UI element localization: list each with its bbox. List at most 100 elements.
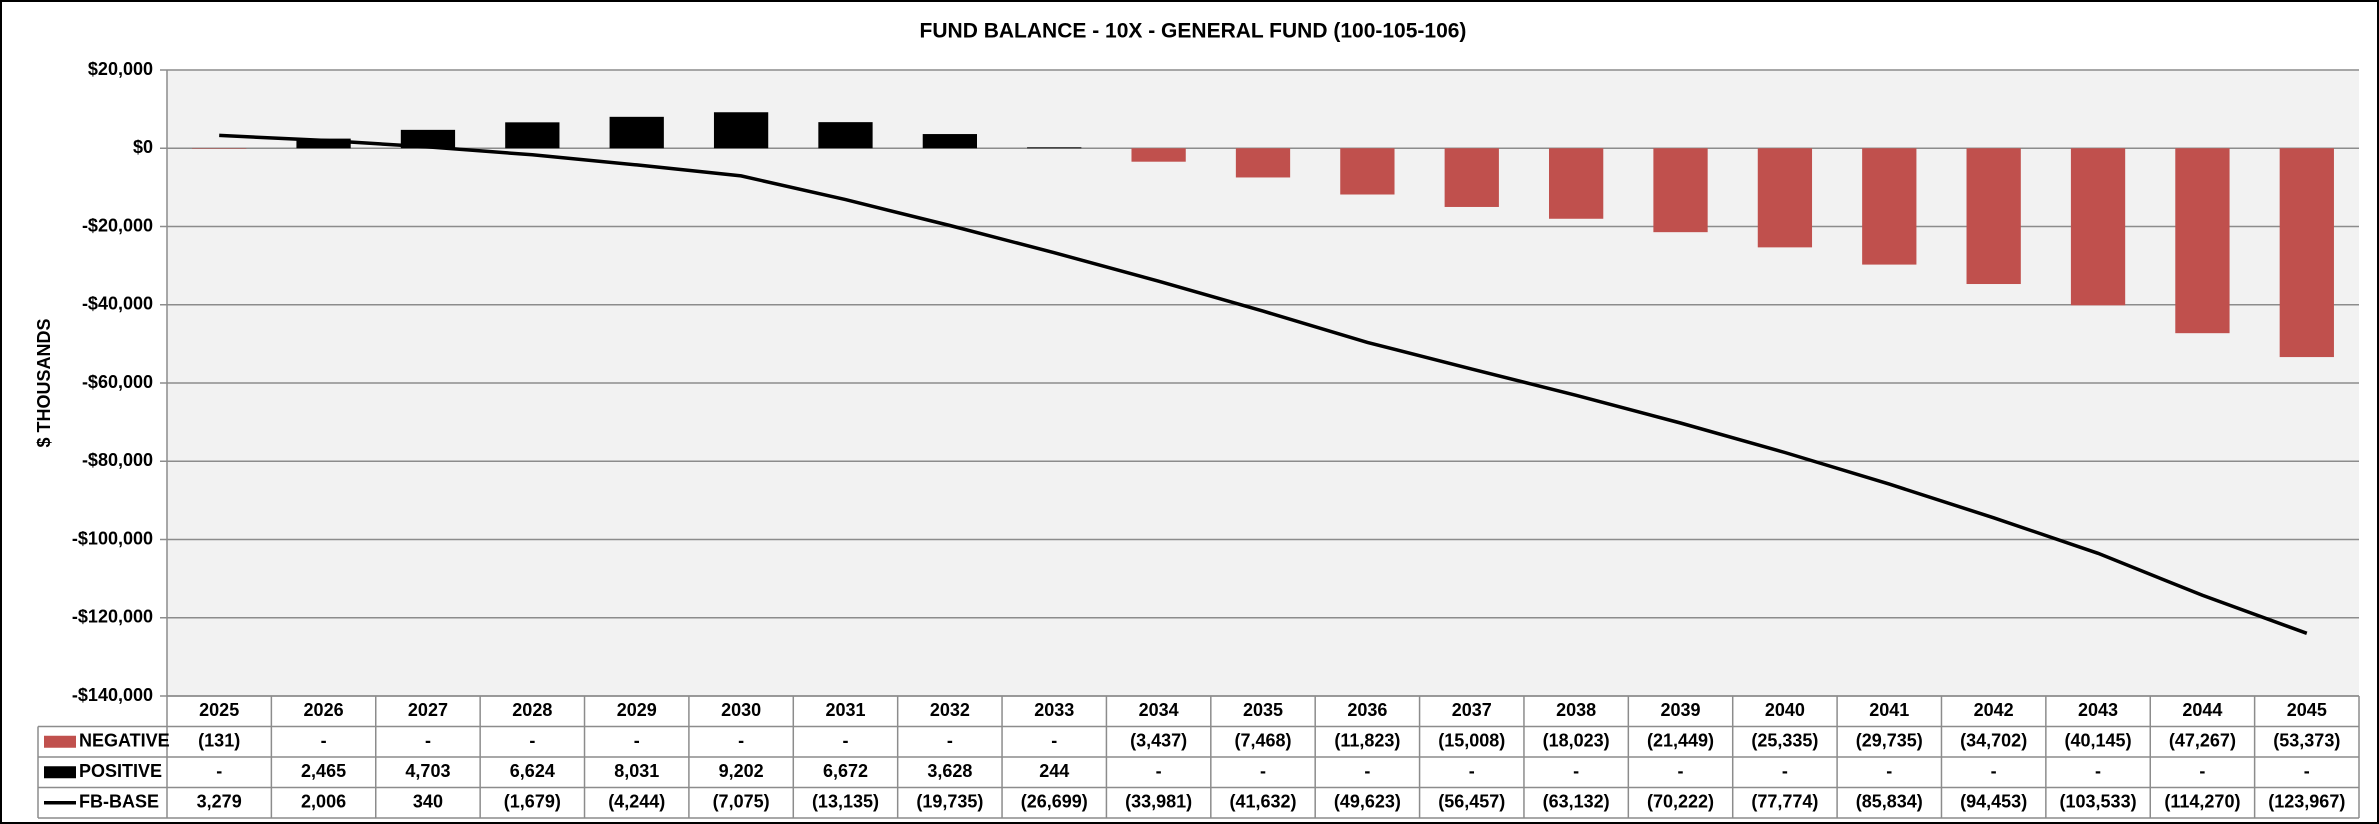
x-tick-label: 2029 [617,700,657,720]
table-cell: - [2199,761,2205,781]
x-tick-label: 2035 [1243,700,1283,720]
bar [1444,148,1499,207]
x-tick-label: 2040 [1765,700,1805,720]
x-tick-label: 2032 [930,700,970,720]
table-cell: - [1991,761,1997,781]
y-tick-label: -$80,000 [82,450,153,470]
x-tick-label: 2043 [2078,700,2118,720]
bar [2175,148,2230,334]
table-cell: 3,628 [927,761,972,781]
table-cell: (123,967) [2268,792,2345,812]
x-tick-label: 2036 [1347,700,1387,720]
table-cell: - [1364,761,1370,781]
table-cell: (47,267) [2169,731,2236,751]
table-cell: (7,075) [713,792,770,812]
bar [1340,148,1395,195]
y-tick-label: -$40,000 [82,294,153,314]
x-tick-label: 2033 [1034,700,1074,720]
table-cell: - [842,731,848,751]
table-cell: - [1782,761,1788,781]
x-tick-label: 2030 [721,700,761,720]
bar [1131,148,1186,162]
table-cell: 3,279 [197,792,242,812]
table-cell: (18,023) [1543,731,1610,751]
bar [713,112,769,149]
bar [1549,148,1604,219]
x-tick-label: 2045 [2287,700,2327,720]
legend-key [44,735,76,748]
bar [1966,148,2021,285]
table-cell: 2,006 [301,792,346,812]
legend-key [44,766,76,779]
legend-label: FB-BASE [79,792,159,812]
table-cell: (56,457) [1438,792,1505,812]
bar [1235,148,1291,178]
y-tick-label: -$20,000 [82,215,153,235]
table-cell: (53,373) [2273,731,2340,751]
table-cell: (29,735) [1856,731,1923,751]
table-cell: - [1156,761,1162,781]
x-tick-label: 2037 [1452,700,1492,720]
table-cell: - [947,731,953,751]
table-cell: (33,981) [1125,792,1192,812]
table-cell: - [1051,731,1057,751]
bar [400,129,456,149]
table-cell: - [1886,761,1892,781]
table-cell: (85,834) [1856,792,1923,812]
table-cell: (11,823) [1334,731,1400,751]
table-cell: 2,465 [301,761,346,781]
bar [1027,147,1082,149]
table-cell: - [2304,761,2310,781]
table-cell: 6,624 [510,761,555,781]
table-cell: 9,202 [719,761,764,781]
table-cell: (13,135) [812,792,879,812]
table-cell: (94,453) [1960,792,2027,812]
x-tick-label: 2026 [304,700,344,720]
x-tick-label: 2025 [199,700,239,720]
y-tick-label: $20,000 [88,59,153,79]
table-cell: - [1260,761,1266,781]
table-cell: (1,679) [504,792,561,812]
bar [1862,148,1917,265]
bar [609,116,664,149]
table-cell: (63,132) [1543,792,1610,812]
legend-label: NEGATIVE [79,731,170,751]
table-cell: 4,703 [405,761,450,781]
bar [505,122,560,149]
y-tick-label: -$140,000 [72,685,153,705]
table-cell: (15,008) [1438,731,1505,751]
x-tick-label: 2042 [1974,700,2014,720]
table-cell: 244 [1039,761,1069,781]
x-tick-label: 2041 [1869,700,1909,720]
table-cell: - [216,761,222,781]
table-cell: - [2095,761,2101,781]
x-tick-label: 2031 [825,700,865,720]
table-cell: (40,145) [2065,731,2132,751]
bar [1757,148,1813,248]
x-tick-label: 2034 [1139,700,1179,720]
bar [2279,148,2334,358]
table-cell: - [321,731,327,751]
y-tick-label: $0 [133,137,153,157]
table-cell: (131) [198,731,240,751]
bar [818,122,873,149]
bar [1653,148,1708,233]
x-tick-label: 2028 [512,700,552,720]
bar [2070,148,2126,306]
chart-title: FUND BALANCE - 10X - GENERAL FUND (100-1… [920,20,1467,43]
bar [192,148,247,149]
table-cell: - [425,731,431,751]
bar [922,134,977,149]
y-tick-label: -$120,000 [72,607,153,627]
table-cell: (70,222) [1647,792,1714,812]
table-cell: (103,533) [2060,792,2137,812]
table-cell: - [529,731,535,751]
table-cell: (7,468) [1234,731,1291,751]
x-tick-label: 2027 [408,700,448,720]
table-cell: - [1678,761,1684,781]
table-cell: (3,437) [1130,731,1187,751]
table-cell: 340 [413,792,443,812]
x-tick-label: 2038 [1556,700,1596,720]
table-cell: - [738,731,744,751]
